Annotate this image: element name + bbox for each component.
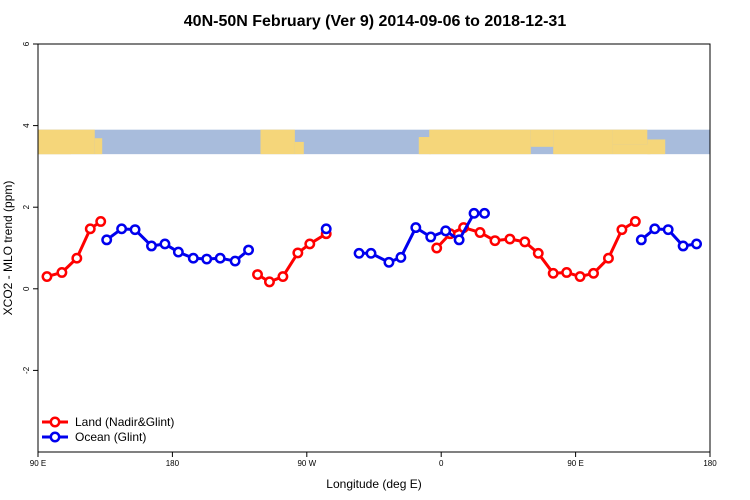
map-land	[418, 137, 431, 155]
ocean-point	[229, 255, 241, 267]
ocean-point	[129, 224, 141, 236]
ocean-series-line	[359, 211, 485, 264]
ocean-point	[146, 240, 157, 252]
ocean-point	[187, 252, 199, 264]
ocean-point	[468, 207, 480, 219]
map-strip	[38, 129, 710, 155]
legend-ocean-label: Ocean (Glint)	[75, 430, 146, 444]
x-tick-label: 90 E	[567, 459, 583, 468]
chart-title: 40N-50N February (Ver 9) 2014-09-06 to 2…	[184, 13, 567, 30]
land-point	[304, 238, 316, 250]
ocean-point	[172, 246, 184, 258]
plot-frame	[37, 43, 711, 453]
x-tick-label: 90 W	[297, 459, 316, 468]
map-land	[260, 129, 295, 155]
ocean-point	[662, 224, 674, 236]
x-tick-label: 180	[703, 459, 717, 468]
land-point	[71, 252, 83, 264]
land-point	[504, 233, 516, 245]
legend-item-land: Land (Nadir&Glint)	[42, 415, 174, 429]
map-land	[553, 129, 613, 155]
land-point	[292, 247, 304, 259]
y-tick-label: 4	[22, 123, 31, 128]
y-axis-label: XCO2 - MLO trend (ppm)	[1, 181, 15, 316]
ocean-point	[116, 223, 128, 235]
legend-ocean-marker	[49, 431, 61, 443]
ocean-point	[243, 244, 255, 256]
land-point	[603, 252, 614, 264]
x-axis: 90 E 180 90 W 0 90 E 180	[30, 452, 717, 468]
ocean-point	[677, 240, 689, 252]
y-tick-label: 2	[22, 204, 31, 209]
ocean-point	[214, 252, 226, 264]
land-point	[264, 276, 275, 288]
legend-item-ocean: Ocean (Glint)	[42, 430, 146, 444]
x-tick-label: 180	[166, 459, 180, 468]
x-tick-label: 0	[439, 459, 444, 468]
ocean-point	[635, 234, 647, 246]
y-tick-label: 0	[22, 286, 31, 291]
land-point	[532, 247, 544, 259]
ocean-point	[649, 223, 661, 235]
map-land	[530, 129, 554, 147]
legend: Land (Nadir&Glint) Ocean (Glint)	[42, 415, 174, 444]
ocean-point	[691, 238, 703, 250]
y-tick-label: 6	[22, 41, 31, 46]
ocean-point	[383, 256, 395, 268]
map-land	[612, 129, 648, 145]
x-tick-label: 90 E	[30, 459, 46, 468]
map-land	[612, 144, 651, 155]
land-point	[431, 242, 443, 254]
y-axis: -2 0 2 4 6	[22, 41, 38, 374]
map-land	[294, 141, 304, 155]
map-land	[38, 148, 71, 155]
ocean-point	[410, 222, 422, 234]
land-point	[252, 269, 263, 280]
ocean-point	[353, 247, 365, 259]
map-land	[94, 138, 103, 155]
land-point	[588, 267, 599, 279]
map-land	[647, 139, 666, 155]
ocean-point	[201, 253, 213, 265]
ocean-point	[440, 225, 452, 237]
land-point	[84, 223, 96, 235]
land-point	[489, 235, 501, 247]
land-point	[277, 271, 289, 283]
ocean-point	[425, 231, 437, 243]
land-point	[574, 271, 586, 283]
ocean-point	[101, 234, 113, 246]
land-point	[519, 236, 531, 248]
y-tick-label: -2	[22, 366, 31, 374]
legend-land-label: Land (Nadir&Glint)	[75, 415, 174, 429]
ocean-point	[159, 238, 171, 250]
legend-land-marker	[49, 416, 61, 428]
land-point	[95, 216, 107, 227]
land-point	[561, 267, 573, 278]
ocean-point	[479, 207, 490, 219]
series-layer	[41, 207, 703, 288]
land-point	[41, 271, 53, 283]
ocean-point	[365, 247, 377, 259]
land-point	[629, 216, 641, 227]
ocean-point	[395, 251, 407, 263]
map-land	[429, 129, 531, 155]
land-point	[474, 227, 486, 238]
ocean-point	[453, 234, 465, 246]
land-point	[616, 224, 628, 236]
land-series-line	[256, 232, 328, 284]
land-point	[547, 267, 559, 279]
x-axis-label: Longitude (deg E)	[326, 477, 421, 491]
ocean-point	[320, 223, 332, 235]
land-point	[56, 267, 68, 278]
